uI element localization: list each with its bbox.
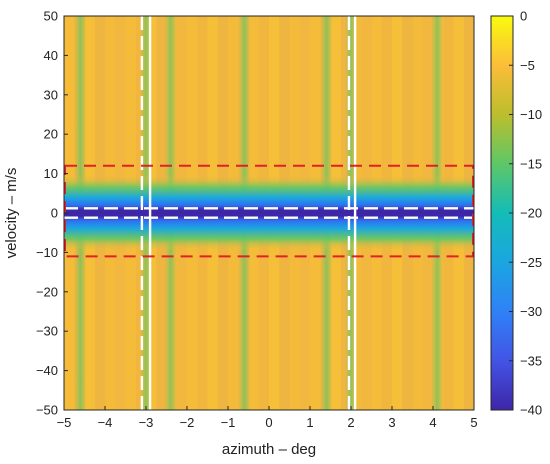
overlay-lines xyxy=(64,16,474,410)
red-dashed-box xyxy=(64,164,474,258)
y-tick-label: 10 xyxy=(44,166,58,181)
y-tick-label: 0 xyxy=(51,206,58,221)
y-tick-label: 20 xyxy=(44,127,58,142)
x-tick-label: 0 xyxy=(265,415,272,430)
x-tick-label: −3 xyxy=(139,415,154,430)
colorbar-tick-label: −25 xyxy=(520,255,542,270)
x-tick-label: −4 xyxy=(98,415,113,430)
colorbar-ticks: 0 −5 −10 −15 −20 −25 −30 −35 −40 xyxy=(509,9,542,418)
colorbar-tick-label: −15 xyxy=(520,156,542,171)
y-axis-ticks: −50 −40 −30 −20 −10 0 10 20 30 40 50 xyxy=(36,9,68,418)
clutter-band xyxy=(64,175,474,251)
x-tick-label: 3 xyxy=(388,415,395,430)
x-tick-label: 5 xyxy=(470,415,477,430)
colorbar-tick-label: −30 xyxy=(520,304,542,319)
y-tick-label: −50 xyxy=(36,403,58,418)
y-tick-label: −10 xyxy=(36,245,58,260)
colorbar-tick-label: −10 xyxy=(520,107,542,122)
y-tick-label: 50 xyxy=(44,9,58,24)
y-tick-label: 40 xyxy=(44,48,58,63)
x-axis-ticks: −5 −4 −3 −2 −1 0 1 2 3 4 5 xyxy=(57,406,478,430)
colorbar-tick-label: 0 xyxy=(520,9,527,24)
colorbar-tick-label: −5 xyxy=(520,58,535,73)
heatmap-plot-area xyxy=(64,16,474,410)
y-tick-label: −30 xyxy=(36,324,58,339)
y-tick-label: −40 xyxy=(36,363,58,378)
x-tick-label: 1 xyxy=(306,415,313,430)
x-tick-label: −1 xyxy=(221,415,236,430)
y-tick-label: 30 xyxy=(44,87,58,102)
x-tick-label: −5 xyxy=(57,415,72,430)
y-axis-label: velocity – m/s xyxy=(3,168,20,259)
y-tick-label: −20 xyxy=(36,284,58,299)
x-tick-label: 2 xyxy=(347,415,354,430)
x-tick-label: 4 xyxy=(429,415,436,430)
colorbar-tick-label: −20 xyxy=(520,206,542,221)
x-tick-label: −2 xyxy=(180,415,195,430)
x-axis-label: azimuth – deg xyxy=(222,441,316,458)
colorbar-tick-label: −40 xyxy=(520,403,542,418)
colorbar-tick-label: −35 xyxy=(520,353,542,368)
